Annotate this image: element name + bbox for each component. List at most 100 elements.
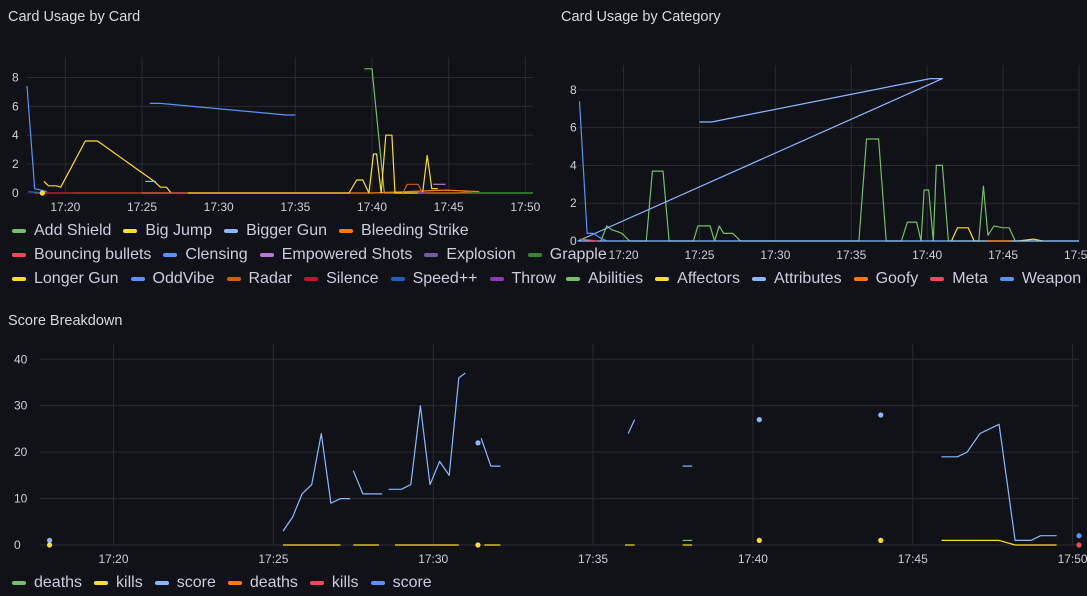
legend-label: Longer Gun bbox=[34, 270, 119, 287]
legend-item[interactable]: Speed++ bbox=[390, 270, 478, 288]
legend-label: Explosion bbox=[446, 246, 516, 263]
legend-swatch bbox=[527, 253, 542, 257]
legend-swatch bbox=[12, 229, 26, 233]
panel-title[interactable]: Card Usage by Card bbox=[8, 9, 141, 25]
legend-item[interactable]: Affectors bbox=[655, 270, 740, 288]
series-line-score bbox=[941, 423, 1057, 542]
legend-item[interactable]: Meta bbox=[930, 270, 988, 288]
x-tick-label: 17:25 bbox=[258, 552, 288, 566]
x-tick-label: 17:40 bbox=[357, 200, 387, 214]
series-line-kills bbox=[941, 539, 1057, 546]
legend-item[interactable]: score bbox=[154, 574, 216, 592]
legend-item[interactable]: Explosion bbox=[424, 246, 516, 264]
x-tick-label: 17:35 bbox=[836, 248, 866, 262]
panel-title[interactable]: Score Breakdown bbox=[8, 313, 123, 329]
data-point bbox=[1076, 533, 1082, 539]
legend-item[interactable]: Attributes bbox=[751, 270, 842, 288]
y-tick-label: 20 bbox=[14, 445, 28, 459]
legend-label: Meta bbox=[952, 270, 988, 287]
legend-row: deaths kills score deaths kills score bbox=[12, 574, 444, 592]
legend-item[interactable]: Grapple bbox=[527, 246, 607, 264]
panel-title[interactable]: Card Usage by Category bbox=[561, 9, 721, 25]
legend-swatch bbox=[390, 277, 405, 281]
panel-card-usage-by-category: Card Usage by Category bbox=[553, 0, 1087, 300]
legend-swatch bbox=[655, 277, 670, 281]
series-line-clensing bbox=[149, 102, 296, 116]
legend-swatch bbox=[123, 229, 138, 233]
y-tick-label: 0 bbox=[570, 234, 577, 248]
legend-label: Radar bbox=[248, 270, 293, 287]
legend-item[interactable]: Clensing bbox=[163, 246, 248, 264]
legend-label: deaths bbox=[249, 574, 298, 591]
x-tick-label: 17:20 bbox=[609, 248, 639, 262]
legend-item[interactable]: Big Jump bbox=[123, 222, 212, 240]
y-tick-label: 10 bbox=[14, 492, 28, 506]
legend-swatch bbox=[999, 277, 1014, 281]
legend-item[interactable]: Goofy bbox=[853, 270, 919, 288]
series-line-weapon bbox=[578, 101, 608, 242]
series-line-radar bbox=[402, 183, 472, 194]
legend-label: score bbox=[392, 574, 432, 591]
data-point bbox=[756, 537, 762, 543]
legend-label: Affectors bbox=[677, 270, 740, 287]
x-tick-label: 17:50 bbox=[1064, 248, 1087, 262]
chart-by_category: 0 2 4 6 8 17:20 17:25 17:30 17:35 17:40 17:45 17:50 bbox=[570, 65, 1087, 262]
legend-swatch bbox=[224, 229, 239, 233]
y-tick-label: 2 bbox=[570, 196, 577, 210]
legend-label: Bleeding Strike bbox=[361, 222, 469, 239]
data-point bbox=[1076, 542, 1082, 548]
legend-item[interactable]: Longer Gun bbox=[12, 270, 119, 288]
legend-row: Bouncing bullets Clensing Empowered Shots E… bbox=[12, 246, 619, 264]
x-tick-label: 17:45 bbox=[434, 200, 464, 214]
legend-item[interactable]: Add Shield bbox=[12, 222, 111, 240]
legend-item[interactable]: Empowered Shots bbox=[259, 246, 413, 264]
legend-item[interactable]: kills bbox=[309, 574, 359, 592]
legend-row: Longer Gun OddVibe Radar Silence Speed++ Thro… bbox=[12, 270, 568, 288]
legend-label: OddVibe bbox=[152, 270, 215, 287]
legend-label: Bouncing bullets bbox=[34, 246, 152, 263]
x-tick-label: 17:35 bbox=[280, 200, 310, 214]
legend-item[interactable]: deaths bbox=[227, 574, 298, 592]
legend-item[interactable]: Bouncing bullets bbox=[12, 246, 151, 264]
legend-label: kills bbox=[331, 574, 359, 591]
legend-label: Empowered Shots bbox=[281, 246, 413, 263]
chart-score: 0 10 20 30 40 17:20 17:25 17:30 17:35 17:40 17:45 1… bbox=[14, 344, 1087, 566]
legend-label: Abilities bbox=[588, 270, 644, 287]
legend-swatch bbox=[370, 581, 385, 585]
legend-label: Goofy bbox=[875, 270, 919, 287]
series-line-affectors bbox=[950, 227, 1043, 242]
data-point bbox=[46, 542, 53, 548]
legend-label: deaths bbox=[34, 574, 83, 591]
legend-item[interactable]: Radar bbox=[226, 270, 293, 288]
series-line-longer-gun bbox=[188, 134, 438, 194]
legend-item[interactable]: OddVibe bbox=[130, 270, 215, 288]
legend-item[interactable]: deaths bbox=[12, 574, 82, 592]
y-tick-label: 2 bbox=[12, 157, 19, 171]
legend-label: score bbox=[176, 574, 216, 591]
legend-label: Throw bbox=[511, 270, 556, 287]
legend-swatch bbox=[566, 277, 580, 281]
x-tick-label: 17:30 bbox=[760, 248, 790, 262]
series-line-score bbox=[388, 372, 466, 490]
y-tick-label: 40 bbox=[14, 352, 28, 366]
series-line-abilities bbox=[600, 138, 1079, 242]
legend-item[interactable]: Silence bbox=[304, 270, 379, 288]
panel-card-usage-by-card: Card Usage by Card bbox=[0, 0, 543, 300]
legend-item[interactable]: Bleeding Strike bbox=[339, 222, 469, 240]
x-tick-label: 17:45 bbox=[898, 552, 928, 566]
series-line-meta bbox=[579, 238, 598, 242]
legend-item[interactable]: Throw bbox=[489, 270, 556, 288]
legend-item[interactable]: score bbox=[370, 574, 432, 592]
legend-item[interactable]: Bigger Gun bbox=[224, 222, 327, 240]
legend-label: Add Shield bbox=[34, 222, 112, 239]
legend-item[interactable]: Abilities bbox=[566, 270, 643, 288]
legend-swatch bbox=[304, 277, 319, 281]
legend-item[interactable]: Weapon bbox=[999, 270, 1081, 288]
legend-label: Bigger Gun bbox=[246, 222, 328, 239]
legend-item[interactable]: kills bbox=[94, 574, 143, 592]
legend-label: kills bbox=[116, 574, 143, 591]
series-line-big-jump bbox=[43, 140, 172, 194]
legend-swatch bbox=[12, 253, 26, 257]
y-tick-label: 4 bbox=[12, 128, 19, 142]
